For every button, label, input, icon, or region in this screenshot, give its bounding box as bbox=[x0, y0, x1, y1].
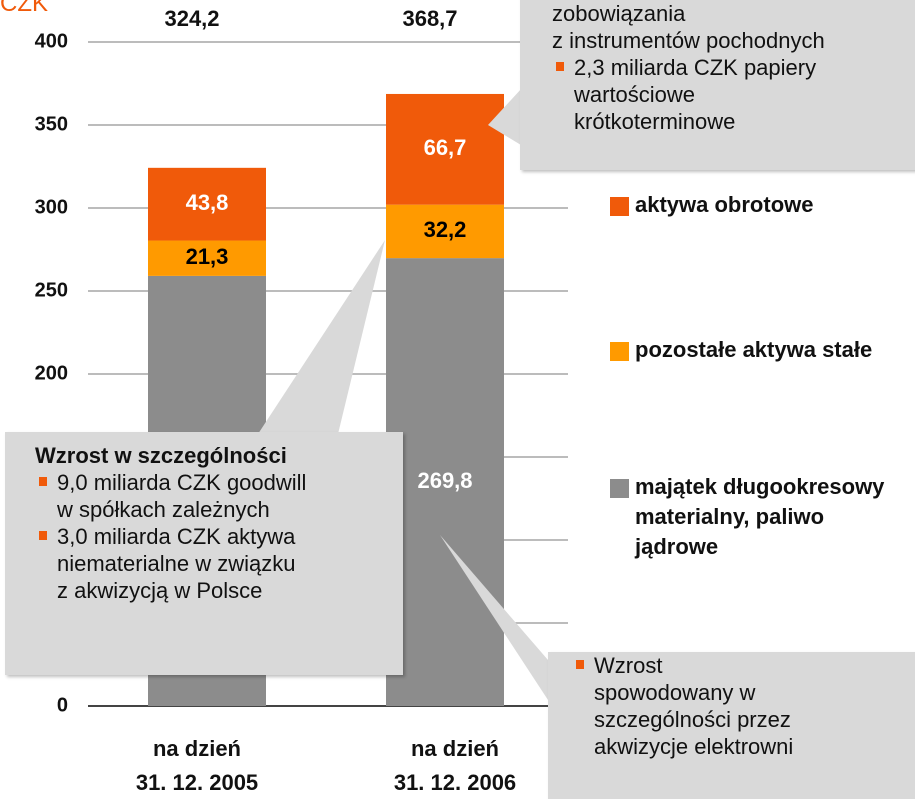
legend-swatch bbox=[610, 197, 629, 216]
total-label: 368,7 bbox=[402, 6, 457, 31]
y-tick-label: 300 bbox=[35, 196, 68, 218]
data-label: 43,8 bbox=[186, 190, 229, 215]
bar-segment bbox=[386, 93, 504, 205]
callout: Wzrost spowodowany w szczególności przez… bbox=[548, 652, 915, 799]
callout-bullet: 9,0 miliarda CZK goodwill w spółkach zal… bbox=[35, 469, 403, 523]
y-tick-label: 0 bbox=[57, 694, 68, 716]
y-tick-label: 400 bbox=[35, 30, 68, 52]
legend-swatch bbox=[610, 479, 629, 498]
data-label: 21,3 bbox=[186, 244, 229, 269]
axis-unit: CZK bbox=[0, 0, 48, 17]
total-label: 324,2 bbox=[164, 6, 219, 31]
data-label: 32,2 bbox=[424, 217, 467, 242]
y-tick-label: 200 bbox=[35, 362, 68, 384]
callout: Wzrost w szczególności 9,0 miliarda CZK g… bbox=[5, 432, 403, 675]
pointer bbox=[258, 240, 385, 434]
callout-text: zobowiązania z instrumentów pochodnych bbox=[552, 1, 825, 53]
callout: zobowiązania z instrumentów pochodnych 2,… bbox=[520, 0, 915, 170]
x-tick-label: na dzień 31. 12. 2006 bbox=[393, 736, 517, 795]
legend-label: majątek długookresowy materialny, paliwo… bbox=[635, 474, 885, 559]
legend-swatch bbox=[610, 342, 629, 361]
data-label: 66,7 bbox=[424, 135, 467, 160]
callout-bullet: 3,0 miliarda CZK aktywa niematerialne w … bbox=[35, 523, 403, 604]
legend-item: pozostałe aktywa stałe bbox=[610, 335, 910, 365]
legend-item: aktywa obrotowe bbox=[610, 190, 910, 220]
y-tick-label: 350 bbox=[35, 113, 68, 135]
bar-segment bbox=[148, 167, 266, 241]
pointer bbox=[440, 535, 548, 700]
callout-title: Wzrost w szczególności bbox=[35, 443, 287, 468]
legend-item: majątek długookresowy materialny, paliwo… bbox=[610, 472, 910, 562]
x-tick-label: na dzień 31. 12. 2005 bbox=[135, 736, 259, 795]
callout-bullet: 2,3 miliarda CZK papiery wartościowe kró… bbox=[552, 54, 915, 135]
bar-segment bbox=[386, 258, 504, 706]
legend-label: aktywa obrotowe bbox=[635, 192, 814, 217]
bar-segment bbox=[386, 204, 504, 259]
legend-label: pozostałe aktywa stałe bbox=[635, 337, 873, 362]
callout-bullet: Wzrost spowodowany w szczególności przez… bbox=[572, 652, 915, 760]
bar-segment bbox=[148, 240, 266, 276]
y-tick-label: 250 bbox=[35, 279, 68, 301]
data-label: 269,8 bbox=[417, 468, 472, 493]
